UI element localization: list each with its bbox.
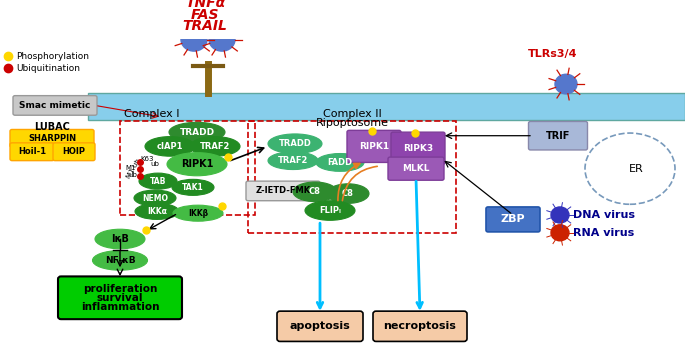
Text: M1 ub: M1 ub: [126, 158, 142, 180]
Text: proliferation: proliferation: [83, 284, 157, 294]
Ellipse shape: [327, 184, 369, 203]
Text: TRIF: TRIF: [546, 131, 570, 141]
Ellipse shape: [145, 137, 195, 156]
Text: RIPK1: RIPK1: [181, 159, 213, 169]
FancyBboxPatch shape: [277, 311, 363, 341]
Text: TAK1: TAK1: [182, 183, 204, 192]
Text: SHARPPIN: SHARPPIN: [28, 134, 76, 143]
Text: TRADD: TRADD: [279, 139, 312, 148]
FancyBboxPatch shape: [10, 143, 54, 161]
FancyBboxPatch shape: [246, 181, 320, 201]
Circle shape: [209, 28, 235, 51]
FancyBboxPatch shape: [10, 130, 94, 147]
Circle shape: [555, 74, 577, 94]
Ellipse shape: [268, 152, 318, 169]
Ellipse shape: [95, 229, 145, 249]
Text: apoptosis: apoptosis: [290, 321, 350, 331]
Text: necroptosis: necroptosis: [384, 321, 456, 331]
Text: RIPK3: RIPK3: [403, 144, 433, 153]
FancyBboxPatch shape: [529, 121, 588, 150]
Text: Ripoptosome: Ripoptosome: [316, 118, 388, 128]
Text: HOIP: HOIP: [62, 147, 86, 156]
Text: Phosphorylation: Phosphorylation: [16, 52, 89, 61]
Text: survival: survival: [97, 293, 143, 303]
Circle shape: [551, 207, 569, 223]
Ellipse shape: [305, 201, 355, 220]
FancyBboxPatch shape: [13, 96, 97, 115]
Ellipse shape: [172, 179, 214, 195]
Text: FADD: FADD: [327, 158, 353, 167]
Circle shape: [181, 28, 207, 51]
FancyBboxPatch shape: [373, 311, 467, 341]
Ellipse shape: [167, 152, 227, 176]
Ellipse shape: [92, 251, 147, 270]
Ellipse shape: [190, 137, 240, 156]
Text: Hoil-1: Hoil-1: [18, 147, 46, 156]
Text: TLRs3/4: TLRs3/4: [528, 49, 577, 59]
Text: IKKα: IKKα: [147, 207, 167, 216]
Text: IκB: IκB: [111, 234, 129, 244]
Text: MLKL: MLKL: [402, 164, 429, 173]
Text: TRAIL: TRAIL: [183, 19, 227, 33]
Text: FLIPₗ: FLIPₗ: [319, 206, 341, 215]
Text: DNA virus: DNA virus: [573, 210, 635, 220]
Text: RNA virus: RNA virus: [573, 228, 634, 238]
Text: ub: ub: [129, 172, 138, 178]
Text: LUBAC: LUBAC: [34, 122, 70, 132]
Ellipse shape: [268, 134, 322, 154]
Text: IKKβ: IKKβ: [188, 209, 208, 218]
Text: Complex I: Complex I: [124, 109, 179, 119]
Text: TAB: TAB: [150, 176, 166, 186]
Text: ub: ub: [151, 161, 160, 167]
FancyBboxPatch shape: [388, 157, 444, 180]
Text: Z-IETD-FMK: Z-IETD-FMK: [256, 186, 310, 196]
Ellipse shape: [169, 122, 225, 142]
Text: NEMO: NEMO: [142, 193, 168, 203]
Text: M1: M1: [126, 165, 136, 171]
FancyBboxPatch shape: [486, 207, 540, 232]
Ellipse shape: [173, 205, 223, 221]
FancyBboxPatch shape: [347, 130, 401, 162]
Ellipse shape: [139, 173, 177, 189]
FancyBboxPatch shape: [58, 276, 182, 319]
Text: inflammation: inflammation: [81, 302, 159, 312]
Text: RIPK1: RIPK1: [359, 142, 389, 151]
Text: ER: ER: [629, 164, 643, 174]
FancyBboxPatch shape: [391, 132, 445, 164]
Text: Complex II: Complex II: [323, 109, 382, 119]
FancyBboxPatch shape: [53, 143, 95, 161]
Text: Smac mimetic: Smac mimetic: [19, 101, 90, 110]
Text: K63: K63: [140, 156, 153, 162]
Ellipse shape: [134, 190, 176, 206]
Text: TRAF2: TRAF2: [200, 142, 230, 151]
Text: cIAP1: cIAP1: [157, 142, 184, 151]
Ellipse shape: [293, 182, 337, 202]
Text: C8: C8: [342, 189, 354, 198]
Text: TRADD: TRADD: [179, 128, 214, 137]
Text: TNFα: TNFα: [185, 0, 225, 10]
Circle shape: [551, 225, 569, 241]
Text: ZBP: ZBP: [501, 214, 525, 225]
Text: C8: C8: [309, 187, 321, 196]
Text: NF-κB: NF-κB: [105, 256, 136, 265]
Ellipse shape: [135, 203, 179, 220]
Text: FAS: FAS: [190, 8, 219, 22]
FancyBboxPatch shape: [88, 93, 685, 120]
Text: TRAF2: TRAF2: [278, 156, 308, 165]
Ellipse shape: [316, 154, 364, 171]
Text: Ubiquitination: Ubiquitination: [16, 64, 80, 72]
